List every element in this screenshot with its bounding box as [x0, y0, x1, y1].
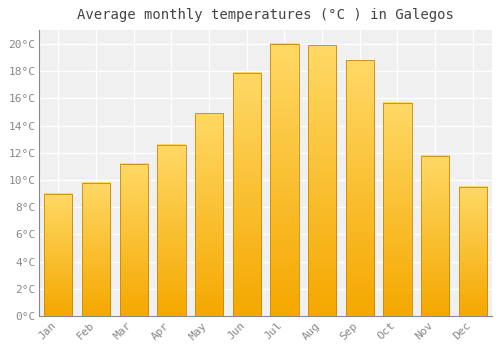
Bar — [458, 187, 487, 316]
Bar — [232, 72, 261, 316]
Bar — [44, 194, 72, 316]
Bar — [195, 113, 223, 316]
Title: Average monthly temperatures (°C ) in Galegos: Average monthly temperatures (°C ) in Ga… — [77, 8, 454, 22]
Bar — [384, 103, 411, 316]
Bar — [120, 164, 148, 316]
Bar — [421, 156, 450, 316]
Bar — [158, 145, 186, 316]
Bar — [270, 44, 298, 316]
Bar — [308, 46, 336, 316]
Bar — [346, 60, 374, 316]
Bar — [82, 183, 110, 316]
